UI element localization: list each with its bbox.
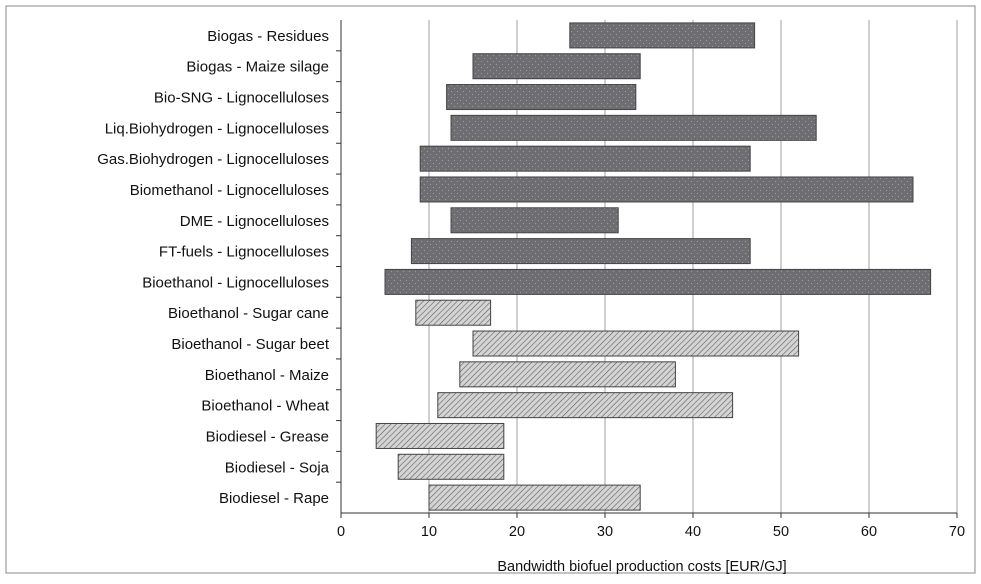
category-label: Liq.Biohydrogen - Lignocelluloses (105, 120, 329, 137)
category-label: Bioethanol - Sugar beet (171, 336, 329, 353)
category-label: Bioethanol - Lignocelluloses (142, 274, 329, 291)
x-tick-label: 70 (949, 524, 965, 540)
category-labels: Biogas - Residues Biogas - Maize silage Bi… (97, 28, 330, 507)
x-axis-title: Bandwidth biofuel production costs [EUR/… (497, 559, 786, 575)
category-label: Bio-SNG - Lignocelluloses (154, 90, 329, 107)
category-label: Biodiesel - Grease (206, 428, 329, 445)
category-label: FT-fuels - Lignocelluloses (159, 244, 329, 261)
category-label: Biodiesel - Rape (219, 490, 329, 507)
x-tick-label: 30 (597, 524, 613, 540)
range-bar (450, 114, 817, 141)
x-tick-label: 20 (509, 524, 525, 540)
category-label: Bioethanol - Sugar cane (168, 305, 329, 322)
range-bar (384, 268, 932, 295)
range-bar (446, 84, 637, 111)
range-bar (437, 392, 734, 419)
range-bar (472, 330, 800, 357)
x-axis: 0 10 20 30 40 50 60 70 (336, 20, 965, 540)
category-label: Biodiesel - Soja (225, 459, 330, 476)
range-bar (419, 145, 751, 172)
category-label: Gas.Biohydrogen - Lignocelluloses (97, 151, 329, 168)
range-bar (410, 238, 751, 265)
chart-frame (5, 5, 976, 574)
x-tick-label: 10 (421, 524, 437, 540)
x-tick-label: 60 (861, 524, 877, 540)
range-bar (415, 299, 492, 326)
range-bar (459, 361, 676, 388)
range-bar (472, 53, 641, 80)
category-label: DME - Lignocelluloses (180, 213, 329, 230)
category-label: Biomethanol - Lignocelluloses (130, 182, 329, 199)
category-label: Biogas - Maize silage (186, 59, 329, 76)
range-bar (450, 207, 619, 234)
range-bar (375, 422, 505, 449)
range-bar (419, 176, 914, 203)
category-label: Bioethanol - Wheat (201, 398, 329, 415)
range-bar (397, 453, 505, 480)
range-bar (569, 22, 756, 49)
range-bar (428, 484, 641, 511)
category-label: Biogas - Residues (207, 28, 329, 45)
bars-layer (375, 22, 932, 511)
x-tick-label: 0 (337, 524, 345, 540)
x-tick-label: 40 (685, 524, 701, 540)
category-label: Bioethanol - Maize (205, 367, 329, 384)
x-tick-label: 50 (773, 524, 789, 540)
